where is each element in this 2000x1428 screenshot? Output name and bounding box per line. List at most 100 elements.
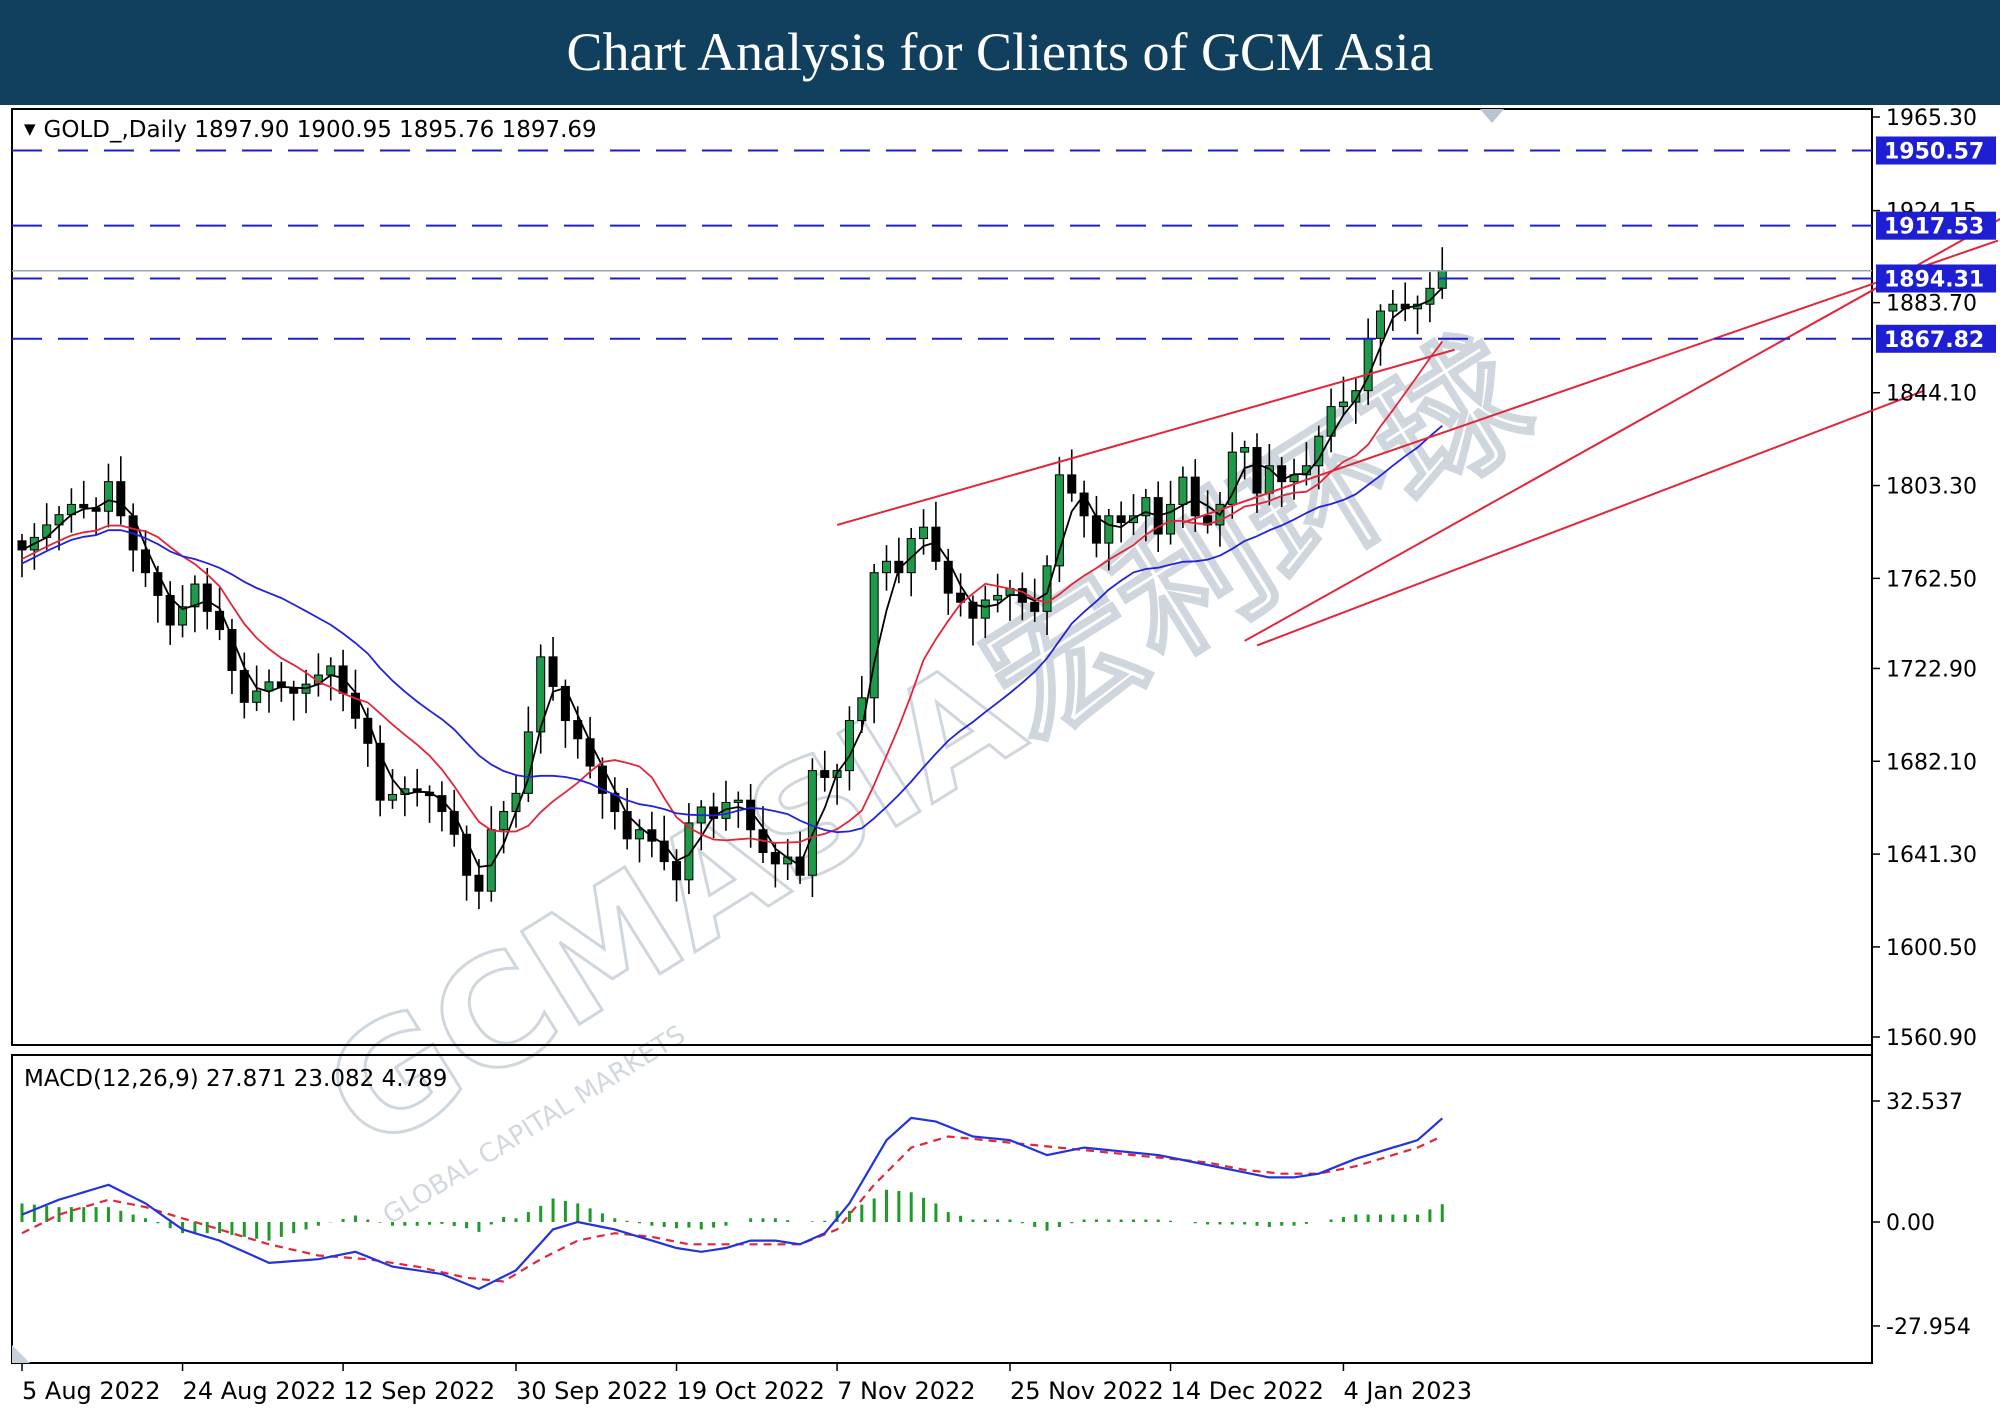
candle-bear: [1067, 474, 1077, 494]
time-tick-label: 25 Nov 2022: [1010, 1377, 1164, 1405]
moving-average-line: [21, 425, 1443, 834]
level-badge-label: 1950.57: [1884, 140, 1984, 165]
candle-bull: [1338, 401, 1348, 408]
moving-average-line: [21, 287, 1443, 868]
horizontal-levels: [12, 149, 1872, 340]
candle-bull: [536, 656, 546, 733]
candle-bear: [116, 481, 126, 517]
price-panel: [11, 108, 1873, 1364]
time-tick-label: 30 Sep 2022: [516, 1377, 668, 1405]
candle-bull: [1166, 503, 1176, 535]
trendline: [836, 348, 1455, 526]
candle-bull: [1178, 476, 1188, 505]
moving-average-line: [21, 341, 1444, 844]
price-tick-label: 1560.90: [1886, 1026, 1977, 1051]
candle-bull: [684, 822, 694, 881]
price-tick-label: 1883.70: [1886, 292, 1977, 317]
moving-averages: [21, 287, 1444, 868]
candle-bear: [153, 572, 163, 596]
candle-bear: [622, 811, 632, 840]
level-badge: [1876, 211, 1996, 240]
candle-bear: [548, 656, 558, 687]
trendline: [1182, 239, 1999, 524]
time-tick-label: 14 Dec 2022: [1171, 1377, 1324, 1405]
banner-title: Chart Analysis for Clients of GCM Asia: [0, 0, 2000, 105]
time-tick-label: 7 Nov 2022: [837, 1377, 975, 1405]
time-tick-label: 19 Oct 2022: [677, 1377, 825, 1405]
candle-bear: [165, 594, 175, 626]
candle-bull: [882, 560, 891, 574]
candle-bear: [573, 720, 583, 740]
candle-bull: [1141, 497, 1151, 517]
candle-bull: [388, 793, 397, 801]
level-badge-label: 1867.82: [1884, 328, 1984, 353]
candle-bear: [363, 717, 373, 744]
candle-bear: [202, 583, 212, 612]
time-tick-label: 5 Aug 2022: [22, 1377, 160, 1405]
candle-bull: [635, 829, 644, 840]
candle-bull: [919, 526, 929, 540]
time-tick-label: 12 Sep 2022: [343, 1377, 495, 1405]
candle-bull: [1104, 515, 1114, 544]
candle-bear: [956, 592, 966, 603]
candle-bear: [1252, 447, 1262, 494]
time-tick-label: 4 Jan 2023: [1343, 1377, 1472, 1405]
candle-bear: [894, 560, 904, 574]
candle-bull: [1388, 303, 1398, 312]
candle-bear: [968, 601, 978, 619]
price-tick-label: 1641.30: [1886, 843, 1977, 868]
candle-bear: [659, 840, 669, 863]
candle-bear: [770, 851, 780, 865]
trendline: [1256, 389, 1925, 647]
price-tick-label: 1682.10: [1886, 750, 1977, 775]
candle-bull: [807, 770, 817, 876]
price-tick-label: 1762.50: [1886, 567, 1977, 592]
macd-main-line: [21, 1116, 1444, 1291]
candle-bull: [1240, 447, 1250, 453]
candle-bear: [79, 503, 89, 509]
price-tick-label: 1844.10: [1886, 382, 1977, 407]
macd-tick-label: 32.537: [1886, 1090, 1963, 1115]
candle-bear: [462, 833, 472, 876]
candle-bear: [672, 861, 682, 881]
candle-bull: [103, 481, 113, 512]
candle-bull: [326, 665, 336, 676]
dropdown-triangle-icon[interactable]: ▼: [24, 120, 36, 138]
time-axis: 5 Aug 2022 24 Aug 2022 12 Sep 2022 30 Sep 2…: [21, 1363, 1472, 1405]
candles: [17, 247, 1447, 910]
candle-bear: [1277, 465, 1287, 483]
candle-bear: [141, 549, 150, 574]
candle-bear: [1079, 492, 1089, 517]
price-tick-label: 1600.50: [1886, 936, 1977, 961]
chart-shift-marker-icon: [1480, 109, 1504, 123]
candle-bull: [252, 690, 262, 703]
candle-bull: [980, 599, 990, 619]
candle-bear: [375, 742, 385, 801]
price-tick-label: 1965.30: [1886, 106, 1977, 131]
candle-bear: [474, 874, 484, 892]
candle-bull: [869, 572, 879, 699]
candle-bear: [610, 792, 620, 813]
candle-bear: [239, 670, 249, 703]
candle-bear: [820, 770, 830, 778]
symbol-header[interactable]: ▼ GOLD_,Daily 1897.90 1900.95 1895.76 189…: [24, 117, 597, 143]
candle-bull: [844, 720, 854, 772]
price-tick-label: 1803.30: [1886, 475, 1977, 500]
candle-bull: [906, 538, 916, 574]
candle-bear: [931, 526, 941, 562]
candle-bull: [721, 801, 731, 819]
candle-bear: [215, 610, 225, 631]
chart-frame: GCMASIA宏利环球 GLOBAL CAPITAL MARKETS 1965.3…: [0, 105, 2000, 1428]
candle-bear: [227, 629, 237, 672]
candle-bull: [190, 583, 200, 608]
watermark-brand: GCMASIA宏利环球: [297, 307, 1559, 1186]
candle-bear: [1030, 601, 1040, 612]
candle-bull: [178, 606, 188, 626]
candle-bear: [17, 540, 27, 551]
level-badge: [1876, 264, 1996, 293]
candle-bear: [338, 665, 348, 694]
candle-bull: [264, 681, 274, 692]
macd-header: MACD(12,26,9) 27.871 23.082 4.789: [24, 1066, 448, 1092]
candle-bull: [1437, 270, 1447, 289]
candle-bear: [1190, 476, 1200, 517]
